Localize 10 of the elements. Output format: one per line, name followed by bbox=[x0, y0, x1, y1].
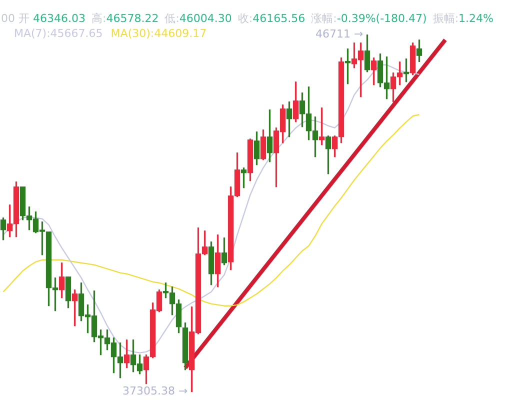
annotation: 高:46578.22 bbox=[91, 12, 159, 25]
text: MA(30):44609.17 bbox=[110, 27, 207, 40]
text: MA(7):45667.65 bbox=[14, 27, 103, 40]
annotation: 37305.38 → bbox=[122, 384, 188, 398]
annotation: 46711 → bbox=[316, 28, 364, 41]
annotation: 收:46165.56 bbox=[238, 12, 306, 25]
annotation: 00 开 46346.03 bbox=[1, 12, 86, 25]
annotation: 涨幅:-0.39%(-180.47) bbox=[311, 12, 427, 25]
annotation: 低:46004.30 bbox=[164, 12, 232, 25]
annotation: 振幅:1.24% bbox=[432, 12, 494, 25]
